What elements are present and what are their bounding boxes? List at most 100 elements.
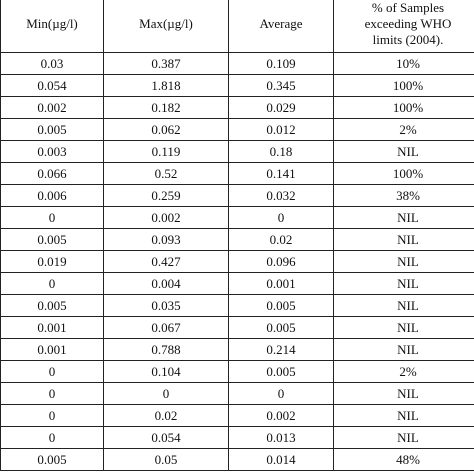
cell-max: 0.062 [103, 118, 229, 141]
cell-exceeding: NIL [333, 228, 474, 251]
cell-min: 0.03 [0, 52, 104, 75]
cell-average: 0.109 [228, 52, 334, 75]
cell-exceeding: 100% [333, 96, 474, 119]
cell-average: 0.096 [228, 250, 334, 273]
cell-max: 0.788 [103, 338, 229, 361]
cell-exceeding: NIL [333, 426, 474, 449]
cell-max: 0 [103, 382, 229, 405]
cell-exceeding: NIL [333, 206, 474, 229]
cell-max: 0.104 [103, 360, 229, 383]
table-row: 0.002 0.182 0.029 100% [0, 96, 474, 119]
cell-exceeding: NIL [333, 272, 474, 295]
header-min: Min(µg/l) [0, 0, 104, 53]
cell-max: 0.427 [103, 250, 229, 273]
table-row: 0.005 0.093 0.02 NIL [0, 228, 474, 251]
cell-average: 0.141 [228, 162, 334, 185]
cell-min: 0.002 [0, 96, 104, 119]
cell-average: 0.014 [228, 448, 334, 471]
header-max: Max(µg/l) [103, 0, 229, 53]
table-row: 0.005 0.062 0.012 2% [0, 118, 474, 141]
cell-exceeding: 2% [333, 118, 474, 141]
cell-exceeding: NIL [333, 140, 474, 163]
cell-exceeding: NIL [333, 250, 474, 273]
cell-average: 0.032 [228, 184, 334, 207]
cell-min: 0 [0, 426, 104, 449]
cell-min: 0.006 [0, 184, 104, 207]
cell-min: 0 [0, 206, 104, 229]
table-row: 0 0.054 0.013 NIL [0, 426, 474, 449]
table-row: 0 0.02 0.002 NIL [0, 404, 474, 427]
cell-min: 0.005 [0, 294, 104, 317]
cell-exceeding: NIL [333, 338, 474, 361]
cell-average: 0.012 [228, 118, 334, 141]
cell-max: 0.05 [103, 448, 229, 471]
cell-min: 0 [0, 404, 104, 427]
cell-average: 0.005 [228, 294, 334, 317]
cell-min: 0.054 [0, 74, 104, 97]
cell-average: 0 [228, 382, 334, 405]
cell-max: 0.004 [103, 272, 229, 295]
cell-max: 0.054 [103, 426, 229, 449]
cell-average: 0.005 [228, 360, 334, 383]
table-row: 0.003 0.119 0.18 NIL [0, 140, 474, 163]
cell-max: 0.067 [103, 316, 229, 339]
cell-exceeding: NIL [333, 294, 474, 317]
cell-min: 0.005 [0, 118, 104, 141]
cell-average: 0.18 [228, 140, 334, 163]
table-body: 0.03 0.387 0.109 10% 0.054 1.818 0.345 100% 0.00… [0, 52, 474, 471]
table-row: 0.001 0.788 0.214 NIL [0, 338, 474, 361]
header-exceeding-line2: exceeding WHO [364, 15, 452, 31]
cell-min: 0 [0, 272, 104, 295]
cell-average: 0.013 [228, 426, 334, 449]
cell-max: 0.182 [103, 96, 229, 119]
table-row: 0.005 0.035 0.005 NIL [0, 294, 474, 317]
table-row: 0 0 0 NIL [0, 382, 474, 405]
cell-exceeding: 38% [333, 184, 474, 207]
cell-min: 0.019 [0, 250, 104, 273]
cell-average: 0.005 [228, 316, 334, 339]
cell-min: 0.001 [0, 316, 104, 339]
cell-average: 0.214 [228, 338, 334, 361]
cell-average: 0.029 [228, 96, 334, 119]
cell-exceeding: NIL [333, 316, 474, 339]
cell-max: 0.52 [103, 162, 229, 185]
table-row: 0 0.004 0.001 NIL [0, 272, 474, 295]
cell-exceeding: 100% [333, 74, 474, 97]
cell-average: 0.345 [228, 74, 334, 97]
header-exceeding-line1: % of Samples [371, 0, 445, 15]
cell-min: 0.066 [0, 162, 104, 185]
cell-max: 0.02 [103, 404, 229, 427]
cell-max: 0.002 [103, 206, 229, 229]
table-row: 0.001 0.067 0.005 NIL [0, 316, 474, 339]
cell-exceeding: 2% [333, 360, 474, 383]
cell-exceeding: 48% [333, 448, 474, 471]
cell-max: 0.093 [103, 228, 229, 251]
cell-min: 0 [0, 360, 104, 383]
table-row: 0.006 0.259 0.032 38% [0, 184, 474, 207]
header-exceeding-line3: limits (2004). [372, 31, 444, 47]
table-row: 0.005 0.05 0.014 48% [0, 448, 474, 471]
cell-average: 0.02 [228, 228, 334, 251]
table-row: 0 0.002 0 NIL [0, 206, 474, 229]
table-row: 0.019 0.427 0.096 NIL [0, 250, 474, 273]
cell-min: 0.005 [0, 448, 104, 471]
cell-average: 0 [228, 206, 334, 229]
header-average: Average [228, 0, 334, 53]
cell-average: 0.002 [228, 404, 334, 427]
cell-max: 0.387 [103, 52, 229, 75]
cell-min: 0.003 [0, 140, 104, 163]
header-exceeding: % of Samples exceeding WHO limits (2004)… [333, 0, 474, 53]
cell-min: 0.005 [0, 228, 104, 251]
table-row: 0.054 1.818 0.345 100% [0, 74, 474, 97]
cell-exceeding: NIL [333, 382, 474, 405]
header-row: Min(µg/l) Max(µg/l) Average % of Samples… [0, 0, 474, 53]
cell-max: 0.119 [103, 140, 229, 163]
cell-max: 1.818 [103, 74, 229, 97]
cell-min: 0.001 [0, 338, 104, 361]
cell-max: 0.259 [103, 184, 229, 207]
table-row: 0 0.104 0.005 2% [0, 360, 474, 383]
cell-average: 0.001 [228, 272, 334, 295]
cell-max: 0.035 [103, 294, 229, 317]
cell-exceeding: NIL [333, 404, 474, 427]
